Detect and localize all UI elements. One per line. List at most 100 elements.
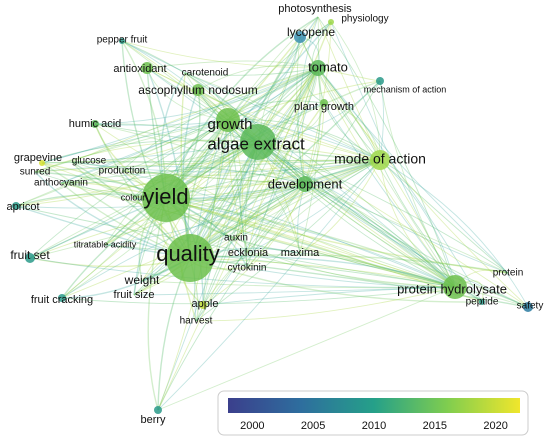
edge	[247, 67, 319, 254]
edge	[299, 36, 381, 161]
edge	[41, 119, 229, 164]
color-scale	[228, 398, 520, 413]
edge	[15, 141, 259, 207]
node-label: pepper fruit	[97, 35, 148, 46]
edge	[189, 257, 529, 308]
node-label: protein hydrolysate	[397, 281, 507, 296]
edge	[15, 159, 381, 207]
edge	[202, 159, 381, 306]
nodes	[12, 19, 533, 414]
edge	[94, 123, 306, 185]
edge	[299, 67, 321, 254]
edge	[34, 171, 191, 259]
edge	[133, 183, 306, 296]
edge	[61, 159, 381, 299]
edge	[121, 40, 191, 259]
edge	[104, 244, 456, 288]
node	[142, 174, 190, 222]
edge	[165, 159, 381, 199]
node	[166, 234, 214, 282]
edge	[71, 161, 306, 185]
node-label: plant growth	[294, 101, 354, 113]
node-label: berry	[140, 414, 166, 426]
node	[192, 84, 204, 96]
edge	[133, 286, 456, 296]
node-label: harvest	[180, 316, 213, 327]
edge	[235, 237, 456, 288]
node-label: mode of action	[334, 151, 426, 167]
node-label: auxin	[224, 233, 248, 244]
edge	[29, 257, 456, 288]
node	[310, 60, 326, 76]
edge	[121, 159, 381, 176]
node-label: growth	[207, 116, 252, 133]
edge	[182, 89, 199, 259]
edge	[299, 159, 381, 254]
edge	[141, 183, 306, 282]
node-label: production	[99, 166, 146, 177]
edge	[41, 159, 381, 164]
node-label: weight	[124, 273, 160, 287]
edge	[379, 159, 456, 288]
node	[443, 275, 467, 299]
legend-tick-label: 2020	[483, 420, 507, 432]
node	[39, 160, 45, 166]
edge	[184, 67, 319, 76]
edge	[317, 16, 381, 161]
edge	[247, 252, 456, 288]
edge	[157, 183, 306, 411]
edge	[104, 67, 319, 246]
edge	[121, 119, 229, 172]
edge	[121, 40, 306, 185]
edge	[304, 183, 456, 288]
node	[58, 294, 66, 302]
node	[370, 150, 390, 170]
node-label: grapevine	[14, 152, 62, 164]
edge	[157, 286, 456, 411]
edge	[202, 67, 319, 306]
edge	[301, 67, 319, 185]
edge	[227, 21, 332, 121]
node-label: colour	[121, 192, 146, 202]
node-label: carotenoid	[182, 68, 229, 79]
edge	[257, 141, 509, 274]
node-label: photosynthesis	[278, 3, 352, 15]
edge	[61, 183, 306, 299]
edge	[41, 67, 319, 164]
node	[523, 302, 533, 312]
edge	[34, 171, 456, 288]
edge	[304, 183, 456, 288]
edge	[29, 67, 319, 259]
node-label: lycopene	[287, 25, 335, 39]
edge	[165, 16, 319, 199]
edge	[71, 119, 229, 163]
edge	[41, 162, 456, 288]
edge	[227, 119, 243, 239]
node-label: glucose	[72, 156, 107, 167]
edge	[133, 159, 381, 296]
edge	[247, 159, 381, 254]
node-label: protein	[493, 268, 524, 279]
edge	[94, 67, 319, 125]
edge	[133, 67, 319, 296]
edge	[202, 141, 259, 306]
node	[91, 120, 99, 128]
edge	[227, 119, 249, 254]
edge	[15, 205, 456, 288]
edge	[227, 119, 248, 269]
node	[376, 77, 384, 85]
edge	[304, 183, 529, 308]
edge	[330, 21, 456, 288]
edge	[330, 21, 381, 161]
node-label: humic acid	[69, 118, 122, 130]
edge	[61, 67, 319, 299]
edge	[94, 123, 381, 161]
edge	[41, 139, 259, 164]
edge	[61, 286, 456, 305]
edge	[235, 159, 381, 239]
edge	[184, 72, 456, 288]
edge	[235, 183, 306, 239]
edge	[34, 159, 381, 173]
edge	[104, 183, 306, 246]
